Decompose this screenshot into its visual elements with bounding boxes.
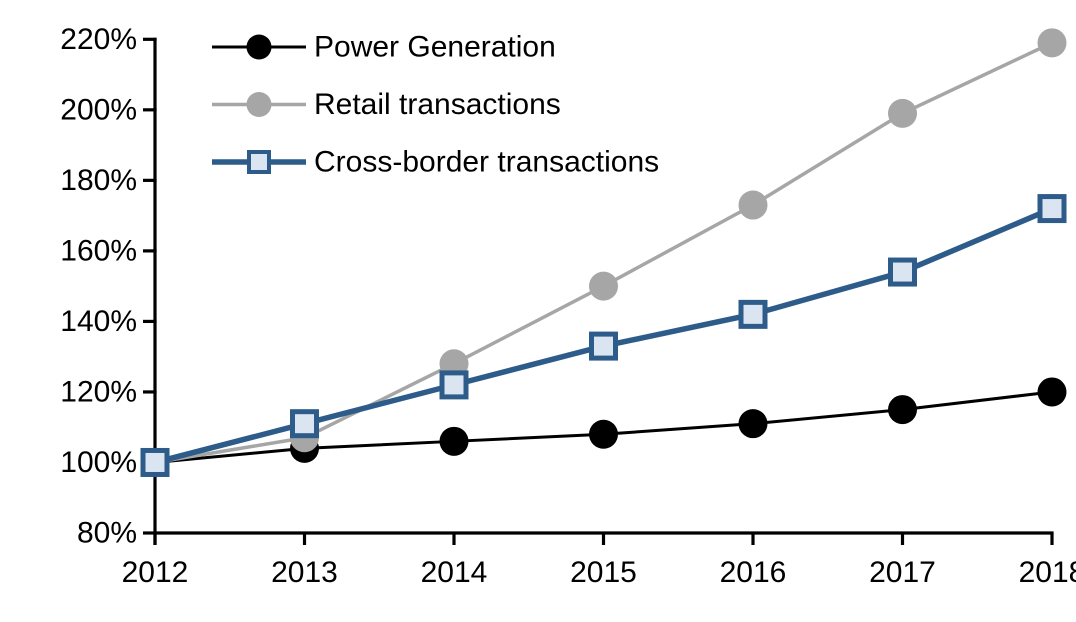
legend-label-retail-transactions: Retail transactions xyxy=(314,88,561,121)
data-point-cross-border-transactions-2015 xyxy=(589,331,618,361)
data-point-cross-border-transactions-2013 xyxy=(290,409,319,439)
line-chart-figure: 80% 100% 120% 140% 160% 180% 200% 220% 2012 2013 2… xyxy=(40,16,1076,606)
x-tick-label: 2016 xyxy=(720,556,787,589)
x-tick-label: 2013 xyxy=(271,556,338,589)
y-tick-label: 180% xyxy=(60,164,137,197)
data-point-power-generation-2014 xyxy=(439,426,469,456)
y-tick-label: 100% xyxy=(60,446,137,479)
data-point-cross-border-transactions-2017 xyxy=(888,257,917,287)
x-tick-label: 2014 xyxy=(421,556,488,589)
legend-marker-retail-transactions xyxy=(246,92,272,117)
data-point-retail-transactions-2017 xyxy=(888,98,917,128)
data-point-retail-transactions-2018 xyxy=(1037,28,1067,58)
x-tick-label: 2017 xyxy=(869,556,936,589)
legend-label-cross-border-transactions: Cross-border transactions xyxy=(314,146,659,179)
data-point-power-generation-2016 xyxy=(738,409,768,439)
legend-label-power-generation: Power Generation xyxy=(314,31,556,64)
x-tick-label: 2018 xyxy=(1019,556,1076,589)
line-chart-svg: 80% 100% 120% 140% 160% 180% 200% 220% 2012 2013 2… xyxy=(60,23,1076,589)
data-point-cross-border-transactions-2018 xyxy=(1037,194,1067,224)
x-tick-label: 2012 xyxy=(122,556,189,589)
data-point-cross-border-transactions-2016 xyxy=(738,299,768,329)
y-tick-label: 220% xyxy=(60,23,137,56)
y-tick-label: 120% xyxy=(60,375,137,408)
data-point-retail-transactions-2015 xyxy=(589,271,618,301)
y-tick-label: 160% xyxy=(60,234,137,267)
y-tick-label: 80% xyxy=(77,517,137,550)
data-point-power-generation-2018 xyxy=(1037,377,1067,407)
x-tick-label: 2015 xyxy=(570,556,637,589)
y-tick-label: 140% xyxy=(60,305,137,338)
data-point-power-generation-2017 xyxy=(888,395,917,425)
y-tick-label: 200% xyxy=(60,93,137,126)
data-point-retail-transactions-2016 xyxy=(738,190,768,220)
legend-marker-power-generation xyxy=(246,34,272,60)
legend-marker-cross-border-transactions xyxy=(247,150,271,174)
data-point-power-generation-2015 xyxy=(589,419,618,449)
data-point-cross-border-transactions-2012 xyxy=(140,447,170,477)
data-point-cross-border-transactions-2014 xyxy=(439,370,469,400)
